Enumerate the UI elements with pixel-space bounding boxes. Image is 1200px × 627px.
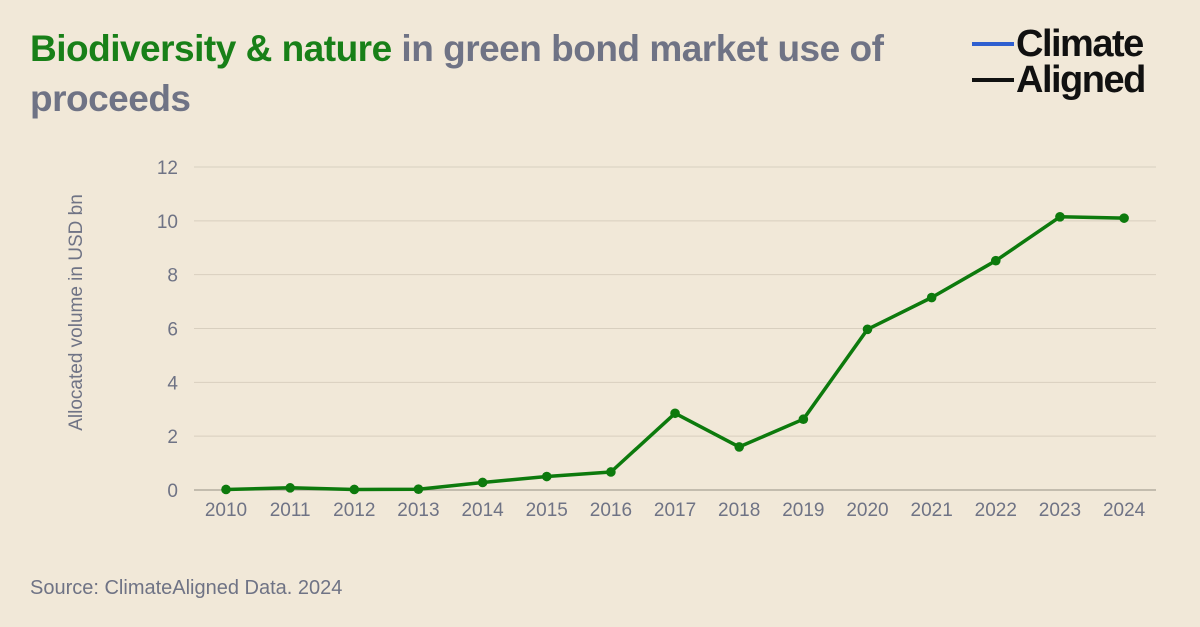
climate-aligned-logo: Climate Aligned (972, 24, 1172, 104)
y-tick-label: 0 (167, 481, 178, 502)
data-point (798, 414, 809, 425)
data-point (606, 467, 616, 477)
y-tick-label: 8 (167, 266, 178, 287)
logo-blue-bar (972, 42, 1014, 46)
source-note: Source: ClimateAligned Data. 2024 (30, 577, 343, 599)
data-point (541, 471, 552, 482)
y-tick-label: 10 (157, 212, 178, 233)
chart-title-highlight: Biodiversity & nature (30, 28, 392, 69)
x-tick-label: 2015 (526, 500, 568, 521)
chart-title-rest: in green bond market use of proceeds (30, 28, 884, 119)
y-axis-label: Allocated volume in USD bn (66, 194, 87, 431)
x-tick-label: 2017 (654, 500, 696, 521)
chart-title: Biodiversity & nature in green bond mark… (30, 24, 930, 124)
data-point (1119, 213, 1129, 223)
data-point (1055, 211, 1065, 222)
logo-word-aligned: Aligned (1016, 59, 1146, 101)
data-point (413, 484, 424, 494)
data-point (670, 408, 680, 419)
data-point (349, 484, 360, 495)
x-tick-label: 2016 (590, 500, 632, 521)
data-point (926, 292, 937, 303)
data-point (221, 484, 231, 495)
x-tick-label: 2013 (397, 500, 439, 521)
x-tick-label: 2011 (270, 500, 311, 521)
logo-row-1: Climate (972, 23, 1144, 65)
x-tick-label: 2019 (782, 500, 824, 521)
x-tick-label: 2022 (975, 500, 1017, 521)
series-line (224, 215, 1126, 492)
x-tick-label: 2018 (718, 500, 760, 521)
logo-black-bar (972, 78, 1014, 82)
x-tick-label: 2021 (911, 500, 953, 521)
logo-word-climate: Climate (1016, 23, 1144, 65)
data-point (734, 442, 744, 452)
data-point (991, 255, 1001, 266)
x-tick-label: 2014 (461, 500, 504, 521)
data-point (285, 483, 295, 493)
x-tick-label: 2010 (205, 500, 247, 521)
y-tick-label: 2 (167, 427, 178, 448)
x-tick-label: 2023 (1039, 500, 1081, 521)
x-tick-label: 2012 (333, 500, 375, 521)
logo-row-2: Aligned (972, 59, 1146, 101)
x-tick-label: 2020 (846, 500, 888, 521)
data-point (477, 477, 488, 488)
y-tick-label: 4 (167, 373, 178, 394)
x-tick-label: 2024 (1103, 500, 1146, 521)
y-tick-label: 12 (157, 158, 178, 179)
data-point (862, 324, 873, 335)
y-tick-label: 6 (167, 320, 178, 341)
